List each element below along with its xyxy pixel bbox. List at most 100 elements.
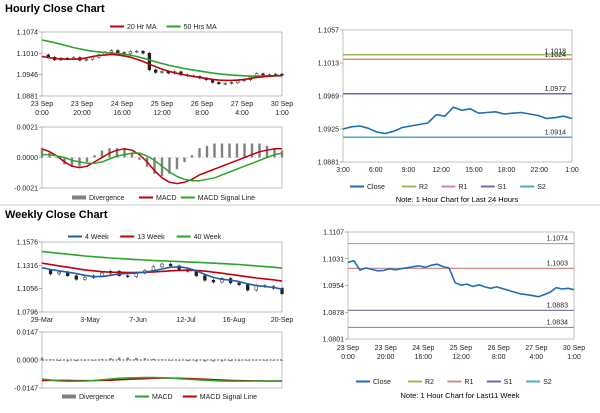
weekly-pivots-legend-label: R2 bbox=[425, 379, 434, 386]
hourly-pivots-x-tick: 6:00 bbox=[369, 167, 383, 174]
weekly-macd-legend-label: Divergence bbox=[79, 394, 115, 401]
weekly-candles-candle bbox=[168, 263, 173, 267]
weekly-macd-divergence-bar bbox=[169, 360, 172, 361]
hourly-pivot-s1-label: 1.0972 bbox=[545, 86, 567, 93]
hourly-macd-signal-line bbox=[42, 152, 283, 182]
weekly-pivots-x-tick: 27 Sep bbox=[525, 345, 547, 352]
weekly-candles-y-tick: 1.1316 bbox=[17, 263, 39, 270]
weekly-candles-candle bbox=[211, 279, 216, 283]
weekly-candles-candle bbox=[237, 282, 241, 285]
hourly-pivots-y-tick: 1.0881 bbox=[318, 160, 340, 167]
hourly-macd-divergence-bar bbox=[70, 157, 74, 167]
weekly-pivots-legend-label: S1 bbox=[504, 379, 513, 386]
weekly-macd-divergence-bar bbox=[75, 360, 78, 362]
hourly-macd-divergence-bar bbox=[213, 143, 216, 158]
hourly-macd-divergence-bar bbox=[190, 155, 194, 158]
weekly-pivots-y-tick: 1.1107 bbox=[323, 230, 344, 237]
hourly-macd-divergence-bar bbox=[93, 155, 96, 158]
weekly-pivots-y-tick: 1.0954 bbox=[323, 283, 345, 290]
hourly-candles-x-tick: 16:00 bbox=[113, 110, 131, 117]
weekly-candles-x-tick: 16-Aug bbox=[223, 317, 246, 324]
hourly-macd-divergence-bar bbox=[220, 143, 224, 158]
hourly-pivots-legend-label: R1 bbox=[458, 184, 467, 191]
hourly-macd-divergence-bar bbox=[115, 148, 119, 158]
hourly-pivots-x-tick: 1:00 bbox=[565, 167, 579, 174]
hourly-macd-legend-label: MACD bbox=[156, 195, 177, 202]
hourly-pivots-legend-label: Close bbox=[367, 184, 385, 191]
weekly-pivots-x-tick: 23 Sep bbox=[375, 345, 397, 352]
weekly-macd-divergence-bar bbox=[195, 360, 198, 362]
hourly-pivots-x-tick: 18:00 bbox=[498, 167, 516, 174]
hourly-macd-y-tick: -0.0021 bbox=[14, 186, 38, 193]
hourly-macd-y-tick: 0.0021 bbox=[17, 125, 39, 132]
hourly-macd-divergence-bar bbox=[265, 145, 269, 158]
hourly-pivots-x-tick: 3:00 bbox=[336, 167, 350, 174]
weekly-candles-candle bbox=[246, 284, 250, 291]
weekly-macd-divergence-bar bbox=[203, 360, 207, 362]
weekly-pivots-x-tick: 25 Sep bbox=[450, 345, 472, 352]
hourly-candles-y-tick: 1.1074 bbox=[17, 30, 39, 37]
weekly-macd-divergence-bar bbox=[83, 360, 87, 361]
weekly-macd-line bbox=[41, 376, 282, 383]
weekly-macd-divergence-bar bbox=[246, 360, 249, 361]
hourly-pivots-y-tick: 1.1013 bbox=[318, 61, 340, 68]
weekly-macd-divergence-bar bbox=[40, 357, 44, 360]
weekly-macd-divergence-bar bbox=[212, 360, 215, 362]
weekly-macd-divergence-bar bbox=[143, 358, 147, 360]
weekly-candles-y-tick: 1.1056 bbox=[17, 286, 39, 293]
hourly-macd-divergence-bar bbox=[243, 143, 246, 158]
weekly-macd-divergence-bar bbox=[92, 360, 95, 361]
weekly-pivots-legend-label: Close bbox=[373, 379, 391, 386]
weekly-macd-divergence-bar bbox=[255, 360, 258, 361]
hourly-candles-candle bbox=[229, 82, 234, 84]
hourly-close-line bbox=[342, 106, 573, 135]
hourly-candles-x-tick: 8:00 bbox=[195, 110, 209, 117]
weekly-candles-legend-label: 13 Week bbox=[137, 234, 165, 241]
weekly-macd-y-tick: 0.0147 bbox=[17, 330, 39, 337]
hourly-pivots-legend-label: S1 bbox=[498, 184, 507, 191]
weekly-pivots-note: Note: 1 Hour Chart for Last11 Week bbox=[401, 391, 520, 400]
hourly-20hr-ma-line bbox=[41, 53, 283, 82]
hourly-candles-x-tick: 23 Sep bbox=[71, 101, 93, 108]
hourly-candles-x-tick: 12:00 bbox=[153, 110, 171, 117]
hourly-pivots-legend-label: S2 bbox=[537, 184, 546, 191]
hourly-macd-divergence-bar bbox=[235, 143, 239, 158]
hourly-macd-line bbox=[41, 148, 282, 185]
weekly-pivots-x-tick: 1:00 bbox=[567, 354, 581, 361]
hourly-macd-divergence-bar bbox=[258, 143, 261, 158]
weekly-candles-candle bbox=[160, 263, 164, 268]
hourly-candles-x-tick: 0:00 bbox=[35, 110, 49, 117]
weekly-candles-x-tick: 20-Sep bbox=[271, 317, 294, 324]
hourly-pivots-y-tick: 1.0925 bbox=[318, 127, 340, 134]
hourly-candles-y-tick: 1.0946 bbox=[17, 72, 39, 79]
weekly-macd-divergence-bar bbox=[135, 357, 138, 360]
weekly-macd-divergence-bar bbox=[220, 360, 224, 362]
weekly-macd-divergence-bar bbox=[186, 360, 189, 362]
hourly-candles-candle bbox=[217, 82, 221, 84]
weekly-candles-y-tick: 1.1576 bbox=[17, 240, 39, 247]
hourly-pivot-s2-label: 1.0914 bbox=[545, 129, 567, 136]
weekly-pivots-y-tick: 1.0878 bbox=[323, 310, 345, 317]
weekly-pivots-y-tick: 1.1031 bbox=[323, 256, 345, 263]
hourly-candles-candle bbox=[274, 73, 278, 76]
weekly-macd-divergence-bar bbox=[280, 360, 284, 361]
hourly-candles-candle bbox=[236, 80, 240, 83]
hourly-macd-divergence-bar bbox=[250, 143, 254, 158]
weekly-macd-divergence-bar bbox=[49, 359, 52, 360]
hourly-macd-divergence-bar bbox=[130, 152, 134, 158]
weekly-pivots-x-tick: 20:00 bbox=[377, 354, 395, 361]
weekly-macd-y-tick: -0.0147 bbox=[14, 386, 38, 393]
weekly-pivots-legend-label: R1 bbox=[464, 379, 473, 386]
weekly-candles-candle bbox=[100, 272, 104, 276]
hourly-candles-x-tick: 20:00 bbox=[73, 110, 91, 117]
hourly-macd-divergence-bar bbox=[100, 150, 104, 158]
weekly-4wk-ma-line bbox=[41, 265, 283, 290]
weekly-macd-legend-label: MACD Signal Line bbox=[200, 394, 257, 401]
hourly-candles-candle bbox=[84, 58, 88, 61]
weekly-macd-divergence-bar bbox=[109, 358, 112, 360]
weekly-macd-divergence-bar bbox=[263, 360, 267, 361]
weekly-candles-candle bbox=[57, 271, 61, 275]
weekly-macd-divergence-bar bbox=[152, 358, 155, 360]
hourly-candles-candle bbox=[160, 71, 164, 73]
hourly-macd-divergence-bar bbox=[280, 150, 284, 158]
